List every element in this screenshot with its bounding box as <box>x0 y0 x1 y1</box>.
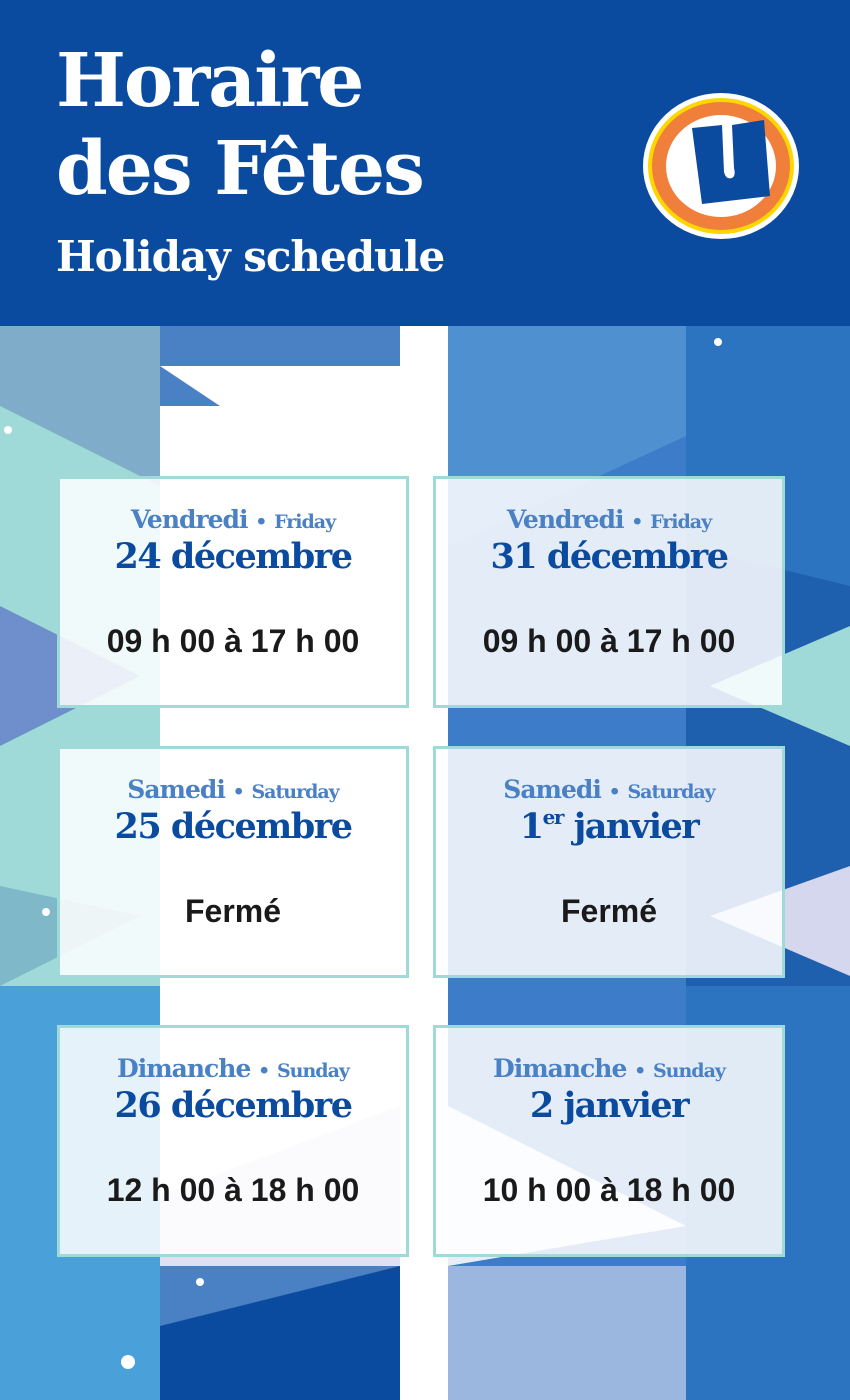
schedule-card-dec-31: Vendredi • Friday 31 décembre 09 h 00 à … <box>433 476 785 708</box>
separator-dot: • <box>255 511 267 533</box>
hours: 09 h 00 à 17 h 00 <box>482 623 736 659</box>
separator-dot: • <box>634 1060 646 1082</box>
day-english: Friday <box>650 511 712 533</box>
day-english: Sunday <box>652 1060 726 1082</box>
date-number: 1 <box>519 806 544 847</box>
hours: Fermé <box>184 893 282 929</box>
day-english: Sunday <box>276 1060 350 1082</box>
date: 1er janvier <box>436 807 782 847</box>
day-french: Vendredi <box>506 505 625 534</box>
day-french: Vendredi <box>130 505 249 534</box>
separator-dot: • <box>608 781 621 803</box>
title-french-line2: des Fêtes <box>56 126 425 212</box>
title-french-line1: Horaire <box>56 38 364 124</box>
title-english: Holiday schedule <box>56 232 445 281</box>
date: 2 janvier <box>529 1085 690 1126</box>
date: 25 décembre <box>114 806 353 847</box>
day-french: Samedi <box>127 775 226 804</box>
day-english: Saturday <box>251 781 339 803</box>
separator-dot: • <box>631 511 643 533</box>
day-french: Samedi <box>503 775 602 804</box>
day-english: Friday <box>274 511 336 533</box>
hours: 10 h 00 à 18 h 00 <box>482 1172 736 1208</box>
hours: 09 h 00 à 17 h 00 <box>106 623 360 659</box>
date-ordinal: er <box>542 805 565 829</box>
store-logo-icon <box>643 93 799 239</box>
schedule-card-dec-26: Dimanche • Sunday 26 décembre 12 h 00 à … <box>57 1025 409 1257</box>
date: 31 décembre <box>490 536 729 577</box>
date-month: janvier <box>562 806 700 847</box>
day-french: Dimanche <box>493 1054 627 1083</box>
day-english: Saturday <box>627 781 715 803</box>
day-french: Dimanche <box>117 1054 251 1083</box>
separator-dot: • <box>258 1060 270 1082</box>
hours: Fermé <box>560 893 658 929</box>
separator-dot: • <box>232 781 245 803</box>
header-banner: Horaire des Fêtes Holiday schedule <box>0 0 850 326</box>
date: 24 décembre <box>114 536 353 577</box>
date: 26 décembre <box>114 1085 353 1126</box>
schedule-card-dec-24: Vendredi • Friday 24 décembre 09 h 00 à … <box>57 476 409 708</box>
schedule-card-jan-2: Dimanche • Sunday 2 janvier 10 h 00 à 18… <box>433 1025 785 1257</box>
hours: 12 h 00 à 18 h 00 <box>106 1172 360 1208</box>
schedule-card-dec-25: Samedi • Saturday 25 décembre Fermé <box>57 746 409 978</box>
schedule-card-jan-1: Samedi • Saturday 1er janvier Fermé <box>433 746 785 978</box>
